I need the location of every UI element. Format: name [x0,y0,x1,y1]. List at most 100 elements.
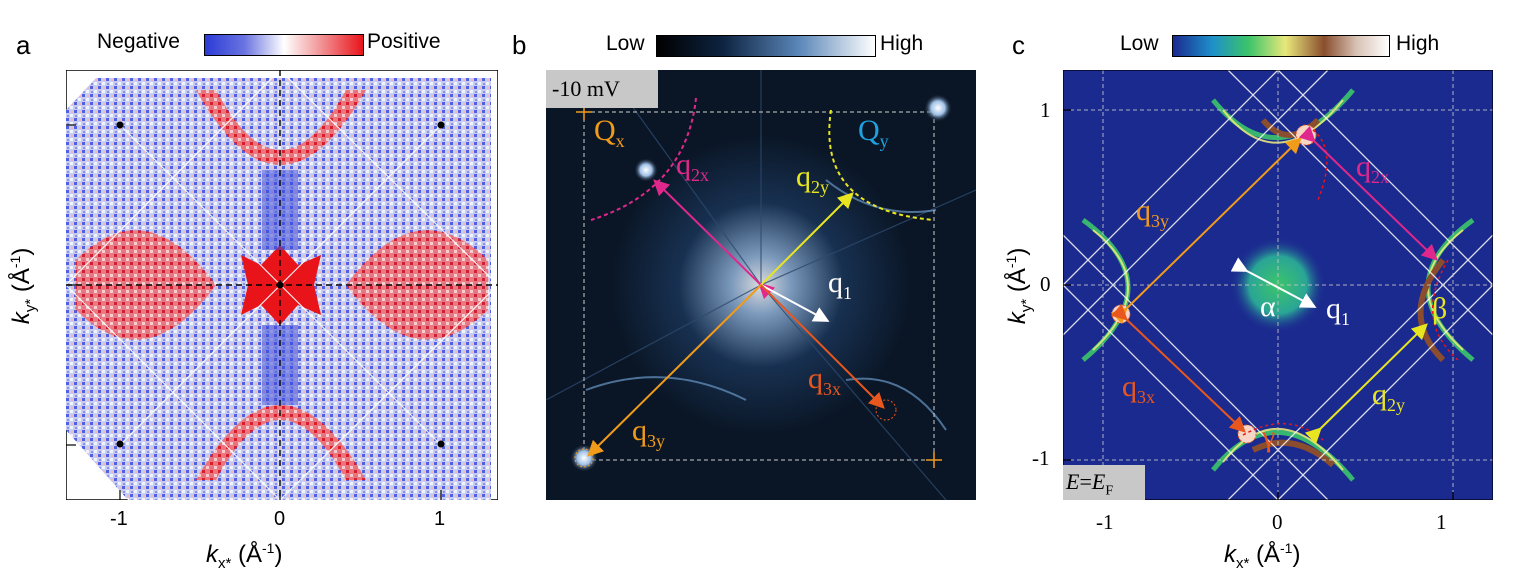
panel-c-letter: c [1012,30,1025,60]
panel-c-q3x-label: q3x [1122,370,1155,408]
panel-b-map [546,70,976,500]
panel-c-q1-text: q [1326,292,1341,325]
panel-c-q2x-label: q2x [1356,150,1389,188]
panel-a-top-arc [196,90,366,165]
panel-b-magenta-contour [590,97,697,221]
panel-b-q3y-arrow [587,284,762,457]
panel-b-q2x-sub: 2x [691,165,709,185]
panel-b-q1-text: q [828,266,843,299]
panel-a-map [66,70,498,500]
panel-a-corner-dot-br [437,440,445,448]
panel-c-q2y-sub: 2y [1387,395,1405,415]
panel-b-q3y-sub: 3y [647,431,665,451]
panel-b-energy-label: -10 mV [552,76,620,101]
panel-c-ytick-neg1: -1 [1032,446,1050,470]
panel-a-center-dot [276,281,284,289]
panel-a-corner-dot-tl [116,121,124,129]
panel-b-qx-sub: x [615,131,625,151]
panel-b-spot-q3x [875,399,897,421]
panel-c-q3y-text: q [1136,194,1151,227]
panel-b-letter: b [512,30,527,60]
panel-a-bottom-arc [196,405,366,480]
panel-c-energy-ef: E [1091,469,1106,494]
panel-b-colorbar-low-label: Low [606,32,645,55]
panel-c-xtick-1: 1 [1436,510,1447,534]
panel-b-qy-sub: y [879,131,889,151]
panel-c-xtick-neg1: -1 [1096,510,1114,534]
panel-a-ylabel-close: ) [8,247,36,256]
panel-b-q3x-label: q3x [808,362,841,400]
panel-c-beta-label: β [1432,292,1448,325]
panel-a-ylabel: ky* (Å-1) [7,211,39,361]
panel-a-xtick-0: 0 [274,508,286,530]
panel-a-colorbar-high-label: Positive [367,30,441,53]
panel-a-xtick-1: 1 [434,508,446,530]
panel-b-q1-sub: 1 [843,283,852,303]
panel-c-energy-label: E=EF [1066,469,1113,499]
panel-a-colorbar [204,34,364,56]
panel-c-ylabel-k: k [1004,312,1032,325]
panel-c-q1-label: q1 [1326,292,1350,330]
panel-b-dashed-box [583,111,935,461]
panel-a-corner-dot-bl [116,440,124,448]
panel-b-q3x-text: q [808,362,823,395]
panel-c-xlabel-k: k [1224,541,1236,568]
panel-b-qy-label: Qy [858,114,889,152]
panel-b-q3y-text: q [632,414,647,447]
panel-c-xlabel: kx* (Å-1) [1224,540,1300,572]
panel-c-q3y-sub: 3y [1151,211,1169,231]
panel-c-xlabel-exp: -1 [1280,540,1293,556]
panel-c-alpha-label: α [1260,290,1276,323]
panel-b-q2y-sub: 2y [811,177,829,197]
panel-c-q1-arrow [1230,257,1317,308]
panel-b-q2x-arrow [653,179,776,300]
panel-a-ylabel-unit: (Å [8,268,36,299]
panel-c-map [1063,70,1493,500]
panel-a-letter: a [16,30,31,60]
panel-c-q2y-arrow [1304,323,1428,445]
panel-a-xlabel-exp: -1 [262,540,275,556]
panel-a-corner-dot-tr [437,121,445,129]
panel-c-q2x-text: q [1356,150,1371,183]
panel-a-xlabel-k: k [206,541,218,568]
panel-c-xlabel-unit: (Å [1249,541,1281,568]
panel-c-ylabel: ky* (Å-1) [1003,211,1035,361]
panel-c-q2y-text: q [1372,378,1387,411]
panel-a-xlabel-close: ) [274,541,283,568]
panel-b-q1-arrow [760,284,830,322]
panel-c-ytick-0: 0 [1040,272,1051,296]
panel-c-q3y-label: q3y [1136,194,1169,232]
panel-b-spot-top-right [924,94,952,122]
panel-b-q3x-sub: 3x [823,379,841,399]
panel-c-ylabel-exp: -1 [1003,255,1020,269]
panel-a-xlabel-sub: x* [218,554,232,572]
panel-c-xlabel-sub: x* [1236,554,1250,572]
panel-b-energy-label-box [546,70,658,108]
panel-c-q1-sub: 1 [1341,309,1350,329]
panel-c-gamma-label: γ [1262,420,1276,453]
panel-c-colorbar [1172,35,1390,57]
panel-b-yellow-contour [828,109,935,221]
panel-c-xtick-0: 0 [1272,510,1283,534]
panel-b-q2x-text: q [676,148,691,181]
panel-c-colorbar-low-label: Low [1120,32,1159,55]
panel-b-q2y-text: q [796,160,811,193]
panel-c-ylabel-unit: (Å [1004,268,1032,299]
panel-c-spot-top [1295,124,1317,146]
panel-c-q3y-arrow [1110,137,1302,325]
panel-b-spot-bottom-left [570,444,598,472]
panel-c-xlabel-close: ) [1292,541,1301,568]
panel-c-energy-label-box [1063,465,1145,500]
panel-c-colorbar-high-label: High [1396,32,1440,55]
panel-c-energy-eq: = [1079,469,1092,494]
panel-a-xlabel: kx* (Å-1) [206,540,282,572]
panel-b-q3y-label: q3y [632,414,665,452]
panel-c-q2y-label: q2y [1372,378,1405,416]
panel-b-spot-qx [634,158,658,182]
panel-c-ylabel-close: ) [1004,247,1032,256]
panel-b-colorbar-high-label: High [880,32,924,55]
panel-b-qx-text: Q [594,114,616,147]
panel-a-ylabel-exp: -1 [7,255,24,269]
panel-b-colorbar [656,35,876,57]
panel-a-xlabel-unit: (Å [231,541,263,568]
